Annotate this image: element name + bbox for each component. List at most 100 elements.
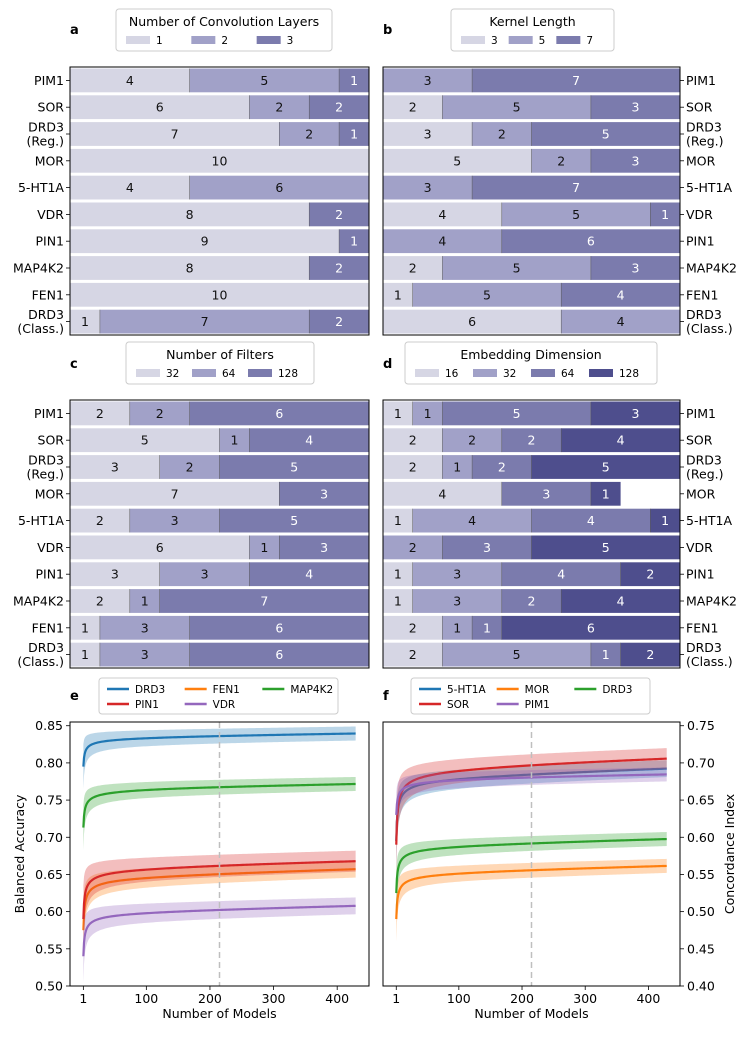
y-tick-label: 0.45 — [687, 941, 715, 956]
bar-segment — [279, 122, 340, 146]
x-tick-label: 200 — [198, 991, 222, 1006]
bar-segment — [412, 589, 502, 613]
bar-segment — [279, 535, 369, 560]
bar-value-label: 3 — [320, 486, 328, 501]
bar-value-label: 2 — [335, 100, 343, 115]
bar-segment — [383, 481, 502, 506]
legend-entry-label: 16 — [445, 368, 459, 380]
bar-segment — [70, 535, 250, 560]
plot-area — [395, 722, 667, 986]
bar-value-label: 1 — [81, 647, 89, 662]
category-label: 5-HT1A — [686, 180, 732, 195]
category-label: DRD3 (Reg.) — [686, 120, 723, 149]
series-line — [82, 782, 356, 828]
series-band — [83, 776, 356, 850]
category-label-line: VDR — [686, 207, 713, 222]
bar-segment — [472, 455, 532, 479]
legend-swatch — [473, 369, 497, 377]
bar-value-label: 7 — [572, 73, 580, 88]
legend-swatch — [556, 36, 581, 44]
bar-value-label: 6 — [275, 180, 283, 195]
bar-segment — [383, 615, 443, 640]
bar-segment — [249, 562, 369, 587]
series-band — [83, 726, 356, 789]
bar-value-label: 3 — [111, 567, 119, 582]
legend-swatch — [192, 369, 216, 377]
category-label-line: SOR — [38, 100, 65, 115]
bar-value-label: 5 — [260, 73, 268, 88]
bar-value-label: 3 — [631, 406, 639, 421]
series-band — [83, 897, 356, 984]
y-tick-label: 0.60 — [687, 830, 715, 845]
bar-value-label: 3 — [424, 180, 432, 195]
y-tick-label: 0.75 — [687, 718, 715, 733]
bar-segment — [561, 309, 680, 334]
bar-segment — [70, 401, 130, 426]
category-label-line: (Reg.) — [27, 134, 64, 149]
bar-segment — [309, 202, 369, 227]
bar-value-label: 1 — [602, 647, 610, 662]
bar-segment — [501, 229, 680, 254]
bar-value-label: 6 — [156, 100, 164, 115]
bar-value-label: 1 — [394, 567, 402, 582]
category-label-line: PIN1 — [35, 567, 64, 582]
bar-segment — [70, 508, 130, 533]
legend-entry-label: 128 — [619, 368, 639, 380]
bar-segment — [129, 401, 190, 426]
bar-segment — [309, 95, 369, 120]
x-tick-label: 100 — [134, 991, 158, 1006]
series-line — [395, 757, 667, 845]
category-label: PIM1 — [34, 73, 64, 88]
bar-value-label: 3 — [171, 513, 179, 528]
bar-value-label: 3 — [542, 486, 550, 501]
panel-label-d: d — [383, 357, 392, 372]
bar-value-label: 6 — [275, 620, 283, 635]
legend-entry-label: 3 — [287, 35, 294, 47]
bar-value-label: 4 — [468, 513, 476, 528]
category-label-line: MAP4K2 — [686, 594, 737, 609]
legend-title: Number of Filters — [166, 347, 274, 362]
category-label-line: (Class.) — [17, 654, 64, 669]
bar-segment — [309, 309, 369, 334]
bar-segment — [501, 562, 621, 587]
bar-segment — [412, 282, 562, 307]
x-tick-label: 400 — [636, 991, 660, 1006]
bar-segment — [383, 256, 443, 280]
legend-entry-label: PIN1 — [135, 699, 159, 711]
legend-entry-label: FEN1 — [213, 684, 240, 696]
bar-segment — [472, 615, 502, 640]
bar-segment — [70, 642, 100, 667]
bar-value-label: 1 — [394, 287, 402, 302]
bar-segment — [383, 95, 443, 120]
bar-segment — [383, 148, 532, 173]
bar-segment — [531, 455, 680, 479]
bar-segment — [590, 95, 680, 120]
legend-entry-label: VDR — [213, 699, 236, 711]
bar-segment — [70, 256, 310, 280]
category-label: SOR — [686, 433, 713, 448]
bar-value-label: 5 — [290, 460, 298, 475]
category-label: SOR — [686, 100, 713, 115]
y-tick-label: 0.50 — [687, 904, 715, 919]
bar-value-label: 4 — [617, 433, 625, 448]
bar-value-label: 2 — [409, 647, 417, 662]
legend-c: Number of Filters 32 64 128 — [125, 341, 315, 385]
bar-value-label: 3 — [631, 261, 639, 276]
category-label-line: DRD3 — [686, 120, 722, 135]
bar-segment — [383, 589, 413, 613]
legend-entry-label: 128 — [278, 368, 298, 380]
bar-value-label: 2 — [409, 620, 417, 635]
legend-entry-label: DRD3 — [135, 684, 165, 696]
series-line — [395, 773, 667, 816]
bar-segment — [412, 508, 532, 533]
panel-label-f: f — [383, 689, 389, 704]
series-band — [396, 767, 667, 838]
bar-segment — [383, 428, 443, 453]
bar-value-label: 4 — [557, 567, 565, 582]
bar-value-label: 6 — [275, 406, 283, 421]
category-label: MOR — [35, 153, 65, 168]
bar-segment — [383, 562, 413, 587]
bar-value-label: 2 — [646, 567, 654, 582]
category-label: FEN1 — [686, 620, 718, 635]
